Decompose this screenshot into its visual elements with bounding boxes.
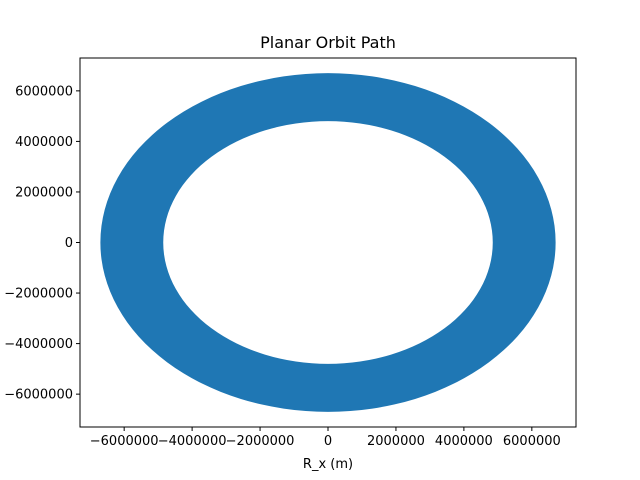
x-tick-label: 4000000 [435, 434, 493, 449]
y-tick-label: 6000000 [15, 84, 73, 99]
x-axis-label: R_x (m) [303, 457, 353, 472]
y-tick-label: −6000000 [4, 388, 73, 403]
x-tick-label: 6000000 [503, 434, 561, 449]
x-tick-label: −6000000 [90, 434, 159, 449]
y-tick-label: 4000000 [15, 135, 73, 150]
chart-title: Planar Orbit Path [260, 33, 396, 52]
y-tick-label: −4000000 [4, 337, 73, 352]
x-tick-label: 2000000 [367, 434, 425, 449]
y-tick-label: 2000000 [15, 185, 73, 200]
x-axis-ticks: −6000000 −4000000 −2000000 0 2000000 4000000 6… [90, 427, 561, 449]
y-tick-label: 0 [65, 236, 73, 251]
y-tick-label: −2000000 [4, 287, 73, 302]
x-tick-label: −2000000 [226, 434, 295, 449]
y-axis-ticks: −6000000 −4000000 −2000000 0 2000000 4000000 6… [4, 84, 80, 403]
axes-frame [79, 57, 577, 428]
x-tick-label: −4000000 [158, 434, 227, 449]
x-tick-label: 0 [324, 434, 332, 449]
